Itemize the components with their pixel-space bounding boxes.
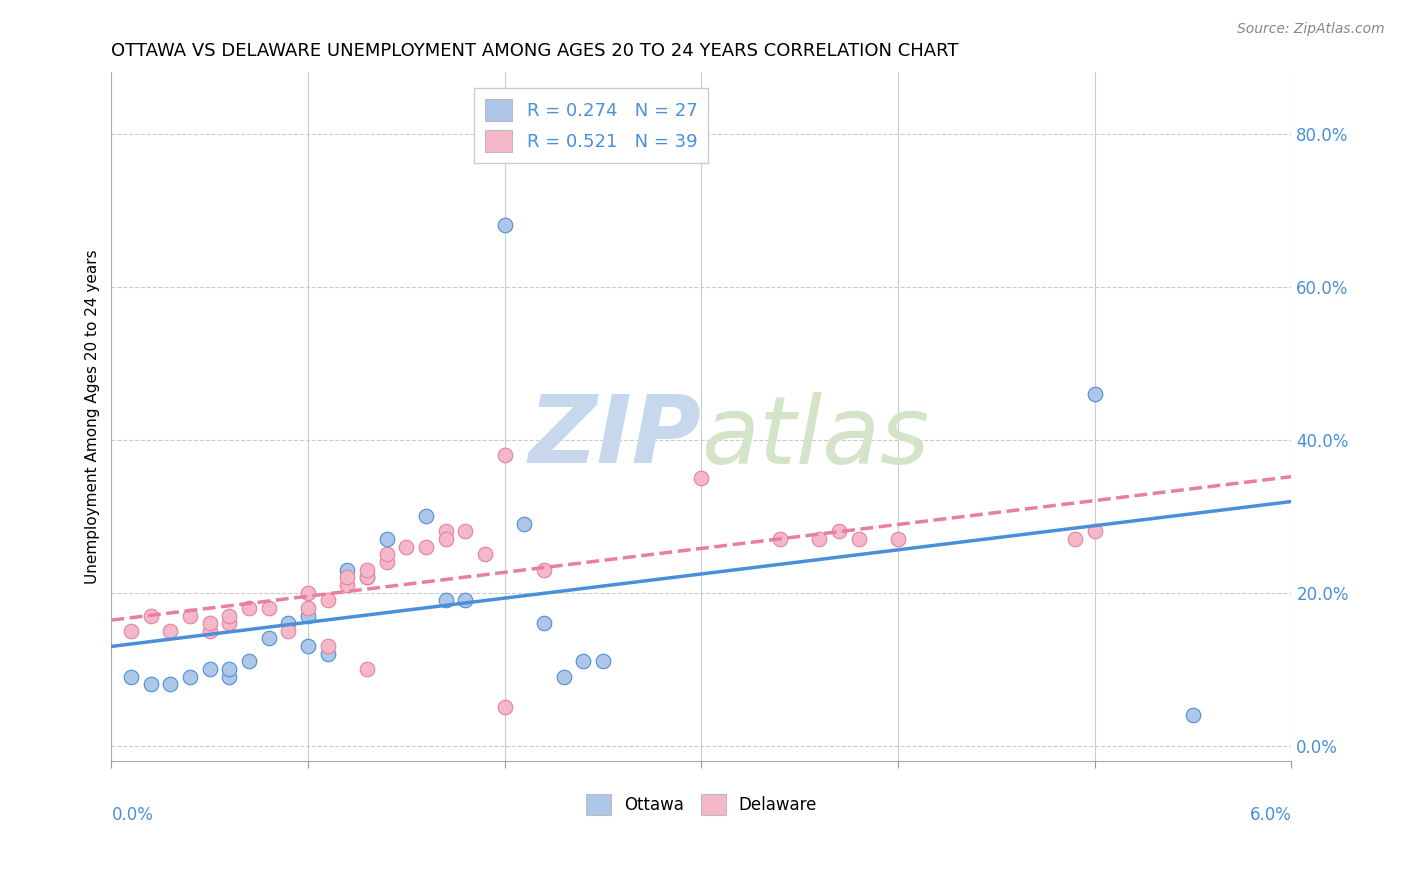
Point bbox=[1084, 524, 1107, 539]
Point bbox=[198, 662, 221, 676]
Point bbox=[1182, 708, 1205, 723]
Point bbox=[356, 662, 378, 676]
Point bbox=[316, 639, 339, 653]
Point bbox=[179, 608, 201, 623]
Point bbox=[1064, 532, 1087, 546]
Point bbox=[494, 448, 516, 462]
Text: atlas: atlas bbox=[702, 392, 929, 483]
Point bbox=[316, 593, 339, 607]
Point bbox=[159, 677, 181, 691]
Point bbox=[415, 540, 437, 554]
Point bbox=[434, 593, 457, 607]
Point bbox=[297, 585, 319, 599]
Y-axis label: Unemployment Among Ages 20 to 24 years: Unemployment Among Ages 20 to 24 years bbox=[86, 250, 100, 584]
Point bbox=[277, 624, 299, 638]
Point bbox=[828, 524, 851, 539]
Point bbox=[375, 555, 398, 569]
Point bbox=[454, 524, 477, 539]
Text: Source: ZipAtlas.com: Source: ZipAtlas.com bbox=[1237, 22, 1385, 37]
Point bbox=[395, 540, 418, 554]
Point bbox=[297, 600, 319, 615]
Point bbox=[356, 570, 378, 584]
Point bbox=[356, 570, 378, 584]
Point bbox=[375, 532, 398, 546]
Point bbox=[513, 516, 536, 531]
Point bbox=[1084, 386, 1107, 401]
Point bbox=[257, 632, 280, 646]
Text: 6.0%: 6.0% bbox=[1250, 805, 1292, 823]
Point bbox=[592, 654, 614, 668]
Point bbox=[159, 624, 181, 638]
Point bbox=[454, 593, 477, 607]
Point bbox=[218, 616, 240, 631]
Point bbox=[434, 532, 457, 546]
Point bbox=[198, 624, 221, 638]
Point bbox=[218, 662, 240, 676]
Point bbox=[218, 608, 240, 623]
Point bbox=[198, 616, 221, 631]
Point bbox=[277, 616, 299, 631]
Point bbox=[690, 471, 713, 485]
Point bbox=[297, 639, 319, 653]
Point bbox=[336, 570, 359, 584]
Point bbox=[316, 647, 339, 661]
Point bbox=[120, 670, 142, 684]
Point bbox=[415, 509, 437, 524]
Point bbox=[336, 578, 359, 592]
Legend: Ottawa, Delaware: Ottawa, Delaware bbox=[579, 788, 824, 822]
Text: OTTAWA VS DELAWARE UNEMPLOYMENT AMONG AGES 20 TO 24 YEARS CORRELATION CHART: OTTAWA VS DELAWARE UNEMPLOYMENT AMONG AG… bbox=[111, 42, 959, 60]
Point bbox=[139, 608, 162, 623]
Point bbox=[238, 600, 260, 615]
Point bbox=[218, 670, 240, 684]
Text: ZIP: ZIP bbox=[529, 392, 702, 483]
Point bbox=[257, 600, 280, 615]
Point bbox=[375, 547, 398, 561]
Point bbox=[572, 654, 595, 668]
Point bbox=[120, 624, 142, 638]
Point bbox=[494, 700, 516, 714]
Point bbox=[179, 670, 201, 684]
Point bbox=[533, 616, 555, 631]
Point bbox=[139, 677, 162, 691]
Point bbox=[533, 563, 555, 577]
Point bbox=[553, 670, 575, 684]
Point bbox=[474, 547, 496, 561]
Point bbox=[238, 654, 260, 668]
Point bbox=[356, 563, 378, 577]
Point bbox=[808, 532, 831, 546]
Text: 0.0%: 0.0% bbox=[111, 805, 153, 823]
Point bbox=[434, 524, 457, 539]
Point bbox=[887, 532, 910, 546]
Point bbox=[336, 563, 359, 577]
Point bbox=[297, 608, 319, 623]
Point bbox=[769, 532, 792, 546]
Point bbox=[494, 219, 516, 233]
Point bbox=[848, 532, 870, 546]
